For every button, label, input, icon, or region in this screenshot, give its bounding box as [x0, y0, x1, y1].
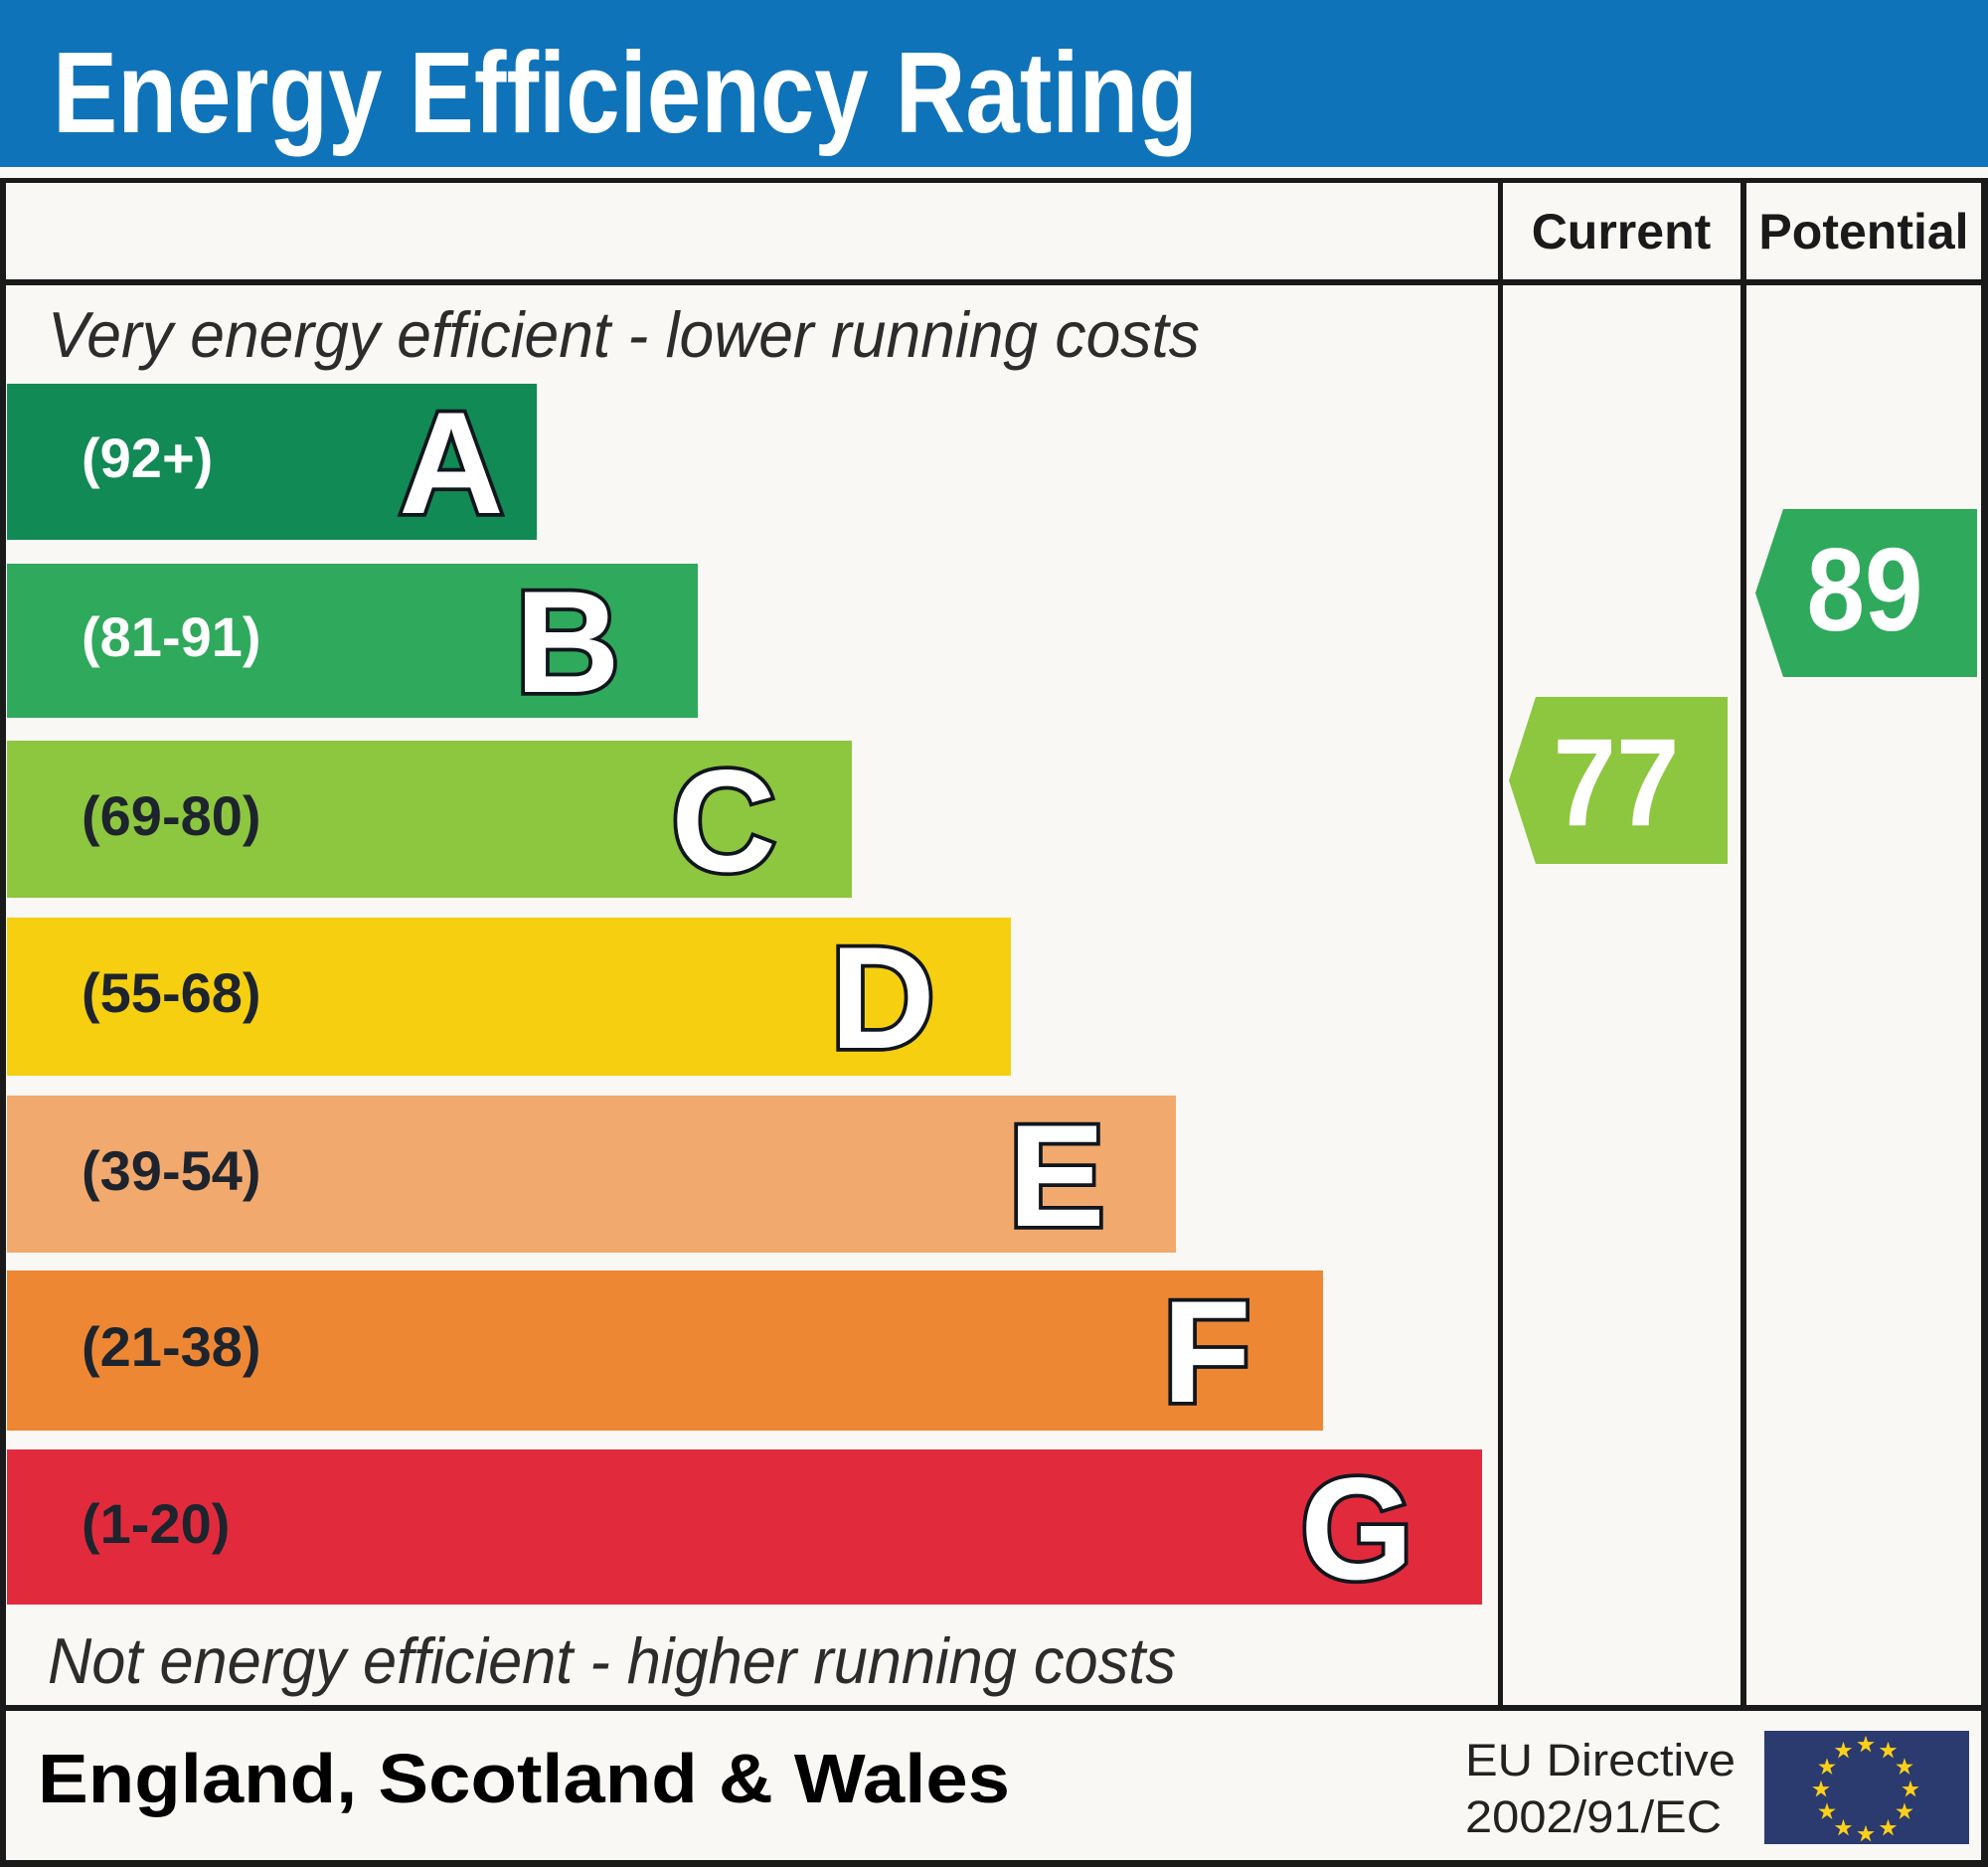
svg-text:F: F [1162, 1271, 1250, 1433]
svg-text:C: C [671, 740, 775, 902]
svg-text:D: D [830, 917, 934, 1079]
svg-text:Current: Current [1532, 204, 1712, 259]
svg-text:E: E [1008, 1095, 1104, 1257]
svg-text:A: A [399, 382, 503, 544]
svg-text:2002/91/EC: 2002/91/EC [1465, 1791, 1722, 1842]
svg-text:(92+): (92+) [82, 426, 213, 489]
svg-text:89: 89 [1807, 524, 1923, 656]
svg-text:G: G [1300, 1447, 1413, 1610]
svg-text:Energy Efficiency Rating: Energy Efficiency Rating [53, 28, 1198, 157]
svg-text:(69-80): (69-80) [82, 784, 261, 847]
svg-text:(55-68): (55-68) [82, 961, 261, 1024]
svg-text:B: B [515, 561, 619, 723]
svg-text:Potential: Potential [1758, 204, 1968, 259]
svg-text:(1-20): (1-20) [82, 1492, 230, 1555]
svg-text:EU Directive: EU Directive [1465, 1735, 1736, 1785]
svg-text:(81-91): (81-91) [82, 605, 261, 668]
svg-text:(39-54): (39-54) [82, 1139, 261, 1202]
svg-text:Very energy efficient - lower: Very energy efficient - lower running co… [48, 298, 1200, 371]
svg-text:77: 77 [1554, 714, 1680, 852]
svg-text:Not energy efficient - higher: Not energy efficient - higher running co… [48, 1624, 1176, 1697]
svg-text:(21-38): (21-38) [82, 1315, 261, 1378]
svg-text:England, Scotland & Wales: England, Scotland & Wales [38, 1740, 1010, 1817]
